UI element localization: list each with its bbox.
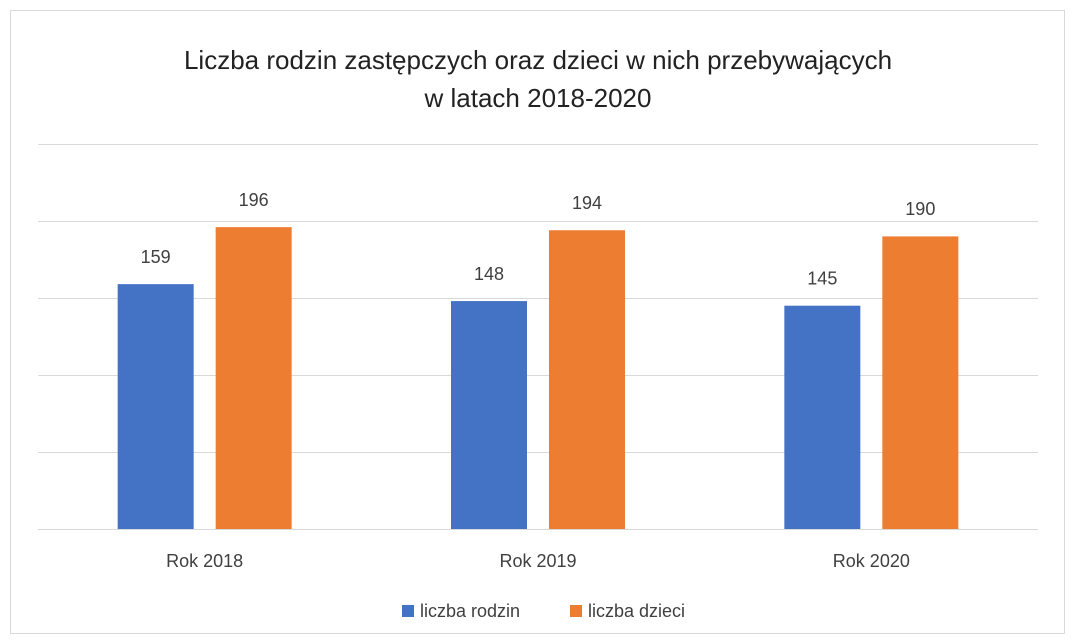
data-label: 148 [474, 264, 504, 284]
bar [549, 230, 625, 530]
chart-title: w latach 2018-2020 [424, 83, 652, 113]
bar [215, 227, 292, 529]
bar [784, 305, 861, 529]
chart-title: Liczba rodzin zastępczych oraz dzieci w … [184, 45, 892, 75]
x-tick-label: Rok 2018 [166, 551, 243, 571]
data-label: 194 [572, 193, 602, 213]
data-label: 196 [239, 190, 269, 210]
data-label: 145 [807, 268, 837, 288]
legend-label: liczba rodzin [420, 601, 520, 621]
legend-swatch [402, 605, 414, 617]
x-tick-label: Rok 2020 [833, 551, 910, 571]
bar [117, 284, 194, 529]
x-tick-label: Rok 2019 [499, 551, 576, 571]
data-label: 159 [141, 247, 171, 267]
data-label: 190 [905, 199, 935, 219]
bar [451, 301, 527, 529]
legend-label: liczba dzieci [588, 601, 685, 621]
bar [882, 236, 959, 529]
legend-swatch [570, 605, 582, 617]
